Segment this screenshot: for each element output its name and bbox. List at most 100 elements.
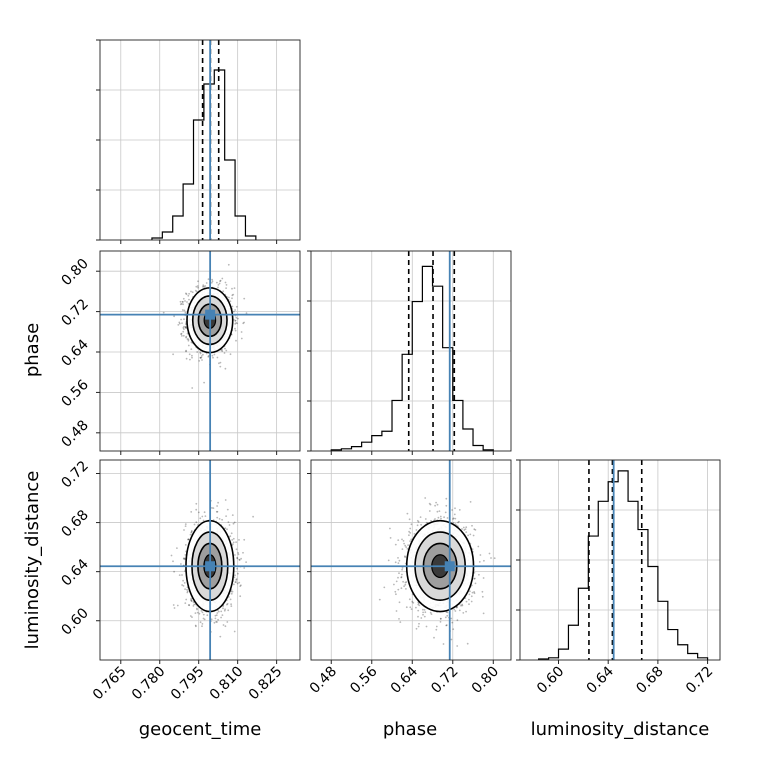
sample-point [474, 529, 477, 531]
sample-point [180, 563, 182, 565]
sample-point [451, 509, 453, 511]
sample-point [481, 595, 484, 598]
sample-point [482, 577, 485, 579]
sample-point [200, 356, 203, 359]
sample-point [204, 285, 207, 287]
histogram-steps [330, 265, 494, 451]
sample-point [232, 537, 235, 540]
xtick-label: 0.56 [347, 663, 380, 696]
sample-point [238, 559, 241, 561]
sample-point [456, 619, 459, 622]
histogram-steps [151, 69, 257, 240]
sample-point [214, 617, 217, 620]
sample-point [461, 528, 463, 530]
sample-point [470, 595, 473, 598]
sample-point [192, 605, 195, 607]
sample-point [446, 517, 449, 519]
sample-point [473, 592, 476, 595]
sample-point [230, 590, 233, 593]
xtick-label: 0.72 [428, 664, 461, 697]
sample-point [418, 604, 421, 607]
xtick-label: 0.72 [683, 664, 716, 697]
sample-point [483, 559, 485, 562]
sample-point [190, 599, 192, 601]
sample-point [207, 354, 210, 357]
sample-point [400, 576, 403, 578]
sample-point [472, 534, 475, 537]
sample-point [201, 515, 204, 518]
sample-point [202, 613, 205, 616]
sample-point [194, 612, 197, 614]
sample-point [405, 588, 407, 590]
sample-point [445, 624, 448, 626]
sample-point [196, 607, 198, 610]
sample-point [245, 312, 248, 315]
sample-point [236, 557, 239, 560]
sample-point [467, 534, 469, 537]
sample-point [199, 351, 202, 354]
sample-point [238, 539, 240, 541]
sample-point [231, 294, 234, 297]
sample-point [202, 519, 205, 522]
ytick-label: 0.48 [58, 417, 91, 450]
sample-point [229, 353, 232, 356]
sample-point [219, 280, 222, 283]
sample-point [465, 531, 468, 533]
sample-point [409, 540, 411, 542]
sample-point [186, 301, 188, 303]
sample-point [430, 519, 432, 522]
sample-point [238, 558, 241, 561]
sample-point [399, 621, 402, 623]
sample-point [478, 573, 480, 576]
sample-point [398, 572, 400, 575]
sample-point [199, 352, 202, 355]
sample-point [224, 608, 227, 611]
sample-point [231, 539, 234, 541]
sample-point [198, 612, 201, 615]
sample-point [211, 354, 214, 357]
sample-point [188, 604, 190, 606]
sample-point [203, 381, 206, 384]
panel-hist-geocent_time [96, 39, 301, 244]
sample-point [425, 625, 428, 628]
sample-point [182, 301, 184, 303]
sample-point [401, 548, 404, 550]
sample-point [183, 529, 185, 531]
sample-point [234, 319, 237, 322]
sample-point [408, 534, 410, 537]
sample-point [191, 291, 194, 294]
sample-point [401, 573, 403, 576]
sample-point [428, 510, 431, 512]
sample-point [460, 604, 462, 607]
sample-point [202, 284, 205, 286]
sample-point [493, 557, 496, 560]
sample-point [195, 285, 198, 288]
sample-point [420, 523, 422, 526]
sample-point [177, 324, 180, 326]
sample-point [195, 508, 198, 511]
sample-point [231, 297, 233, 300]
sample-point [203, 285, 205, 288]
sample-point [190, 597, 193, 600]
sample-point [401, 567, 404, 569]
sample-point [188, 298, 190, 301]
sample-point [445, 624, 448, 627]
sample-point [405, 606, 408, 609]
sample-point [471, 591, 474, 594]
sample-point [221, 277, 224, 280]
sample-point [224, 367, 227, 370]
sample-point [436, 503, 439, 506]
sample-point [439, 621, 442, 623]
sample-point [183, 328, 185, 330]
sample-point [180, 318, 183, 321]
sample-point [232, 293, 235, 296]
sample-point [387, 559, 390, 562]
sample-point [243, 321, 246, 324]
sample-point [189, 615, 192, 617]
sample-point [183, 558, 186, 561]
sample-point [236, 322, 239, 325]
xtick-label: 0.810 [207, 664, 247, 704]
ylabel-phase: phase [22, 323, 43, 377]
sample-point [436, 510, 439, 513]
sample-point [398, 601, 401, 604]
